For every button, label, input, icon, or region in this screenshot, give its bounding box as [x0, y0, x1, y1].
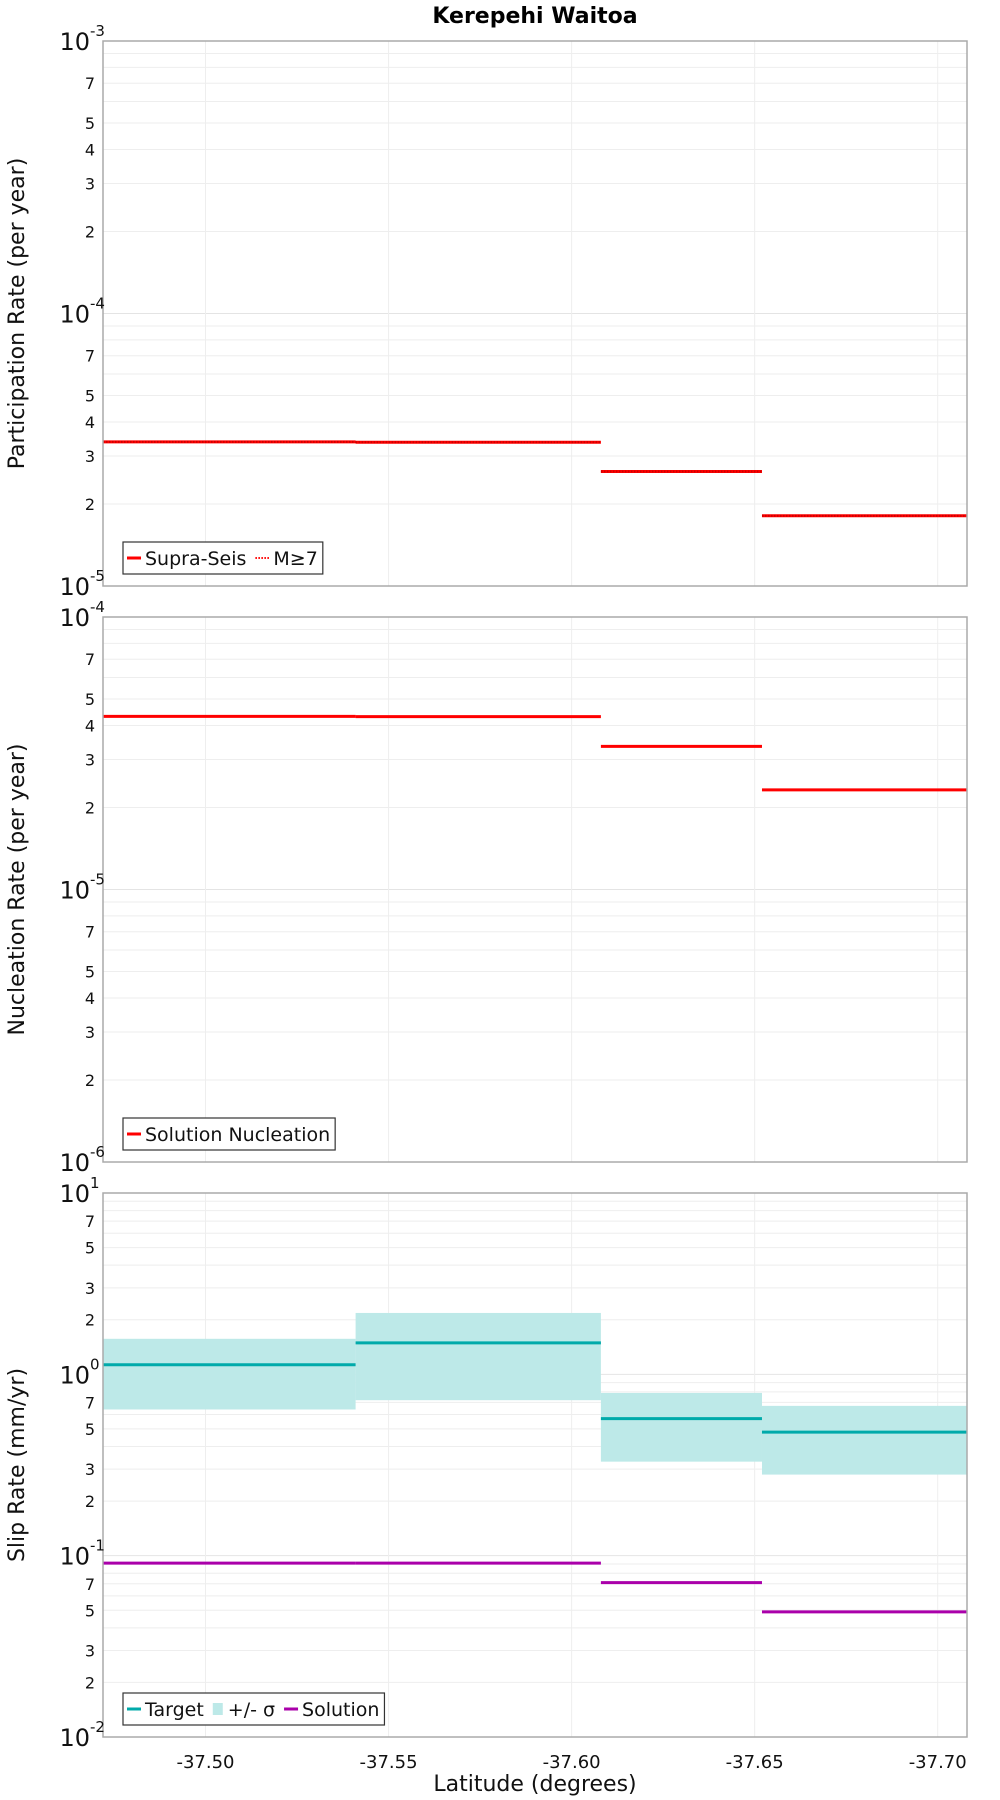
y-tick-label: 2: [85, 1311, 95, 1330]
y-tick-major-exp: -4: [90, 295, 105, 313]
legend-box: [122, 1117, 336, 1151]
sigma-band-3: [600, 1392, 762, 1462]
y-tick-major-base: 10: [59, 573, 90, 601]
x-tick-label: -37.65: [726, 1752, 784, 1773]
y-tick-label: 4: [85, 716, 95, 735]
y-tick-major-exp: -1: [90, 1537, 105, 1555]
y-tick-major-base: 10: [59, 1180, 90, 1208]
y-tick-label: 5: [85, 963, 95, 982]
y-tick-label: 2: [85, 1673, 95, 1692]
y-tick-label: 4: [85, 413, 95, 432]
y-tick-label: 3: [85, 174, 95, 193]
y-axis-label: Participation Rate (per year): [5, 158, 30, 470]
y-tick-label: 5: [85, 1239, 95, 1258]
y-tick-major-exp: -6: [90, 1143, 105, 1161]
y-tick-label: 5: [85, 690, 95, 709]
chart-title: Kerepehi Waitoa: [432, 4, 637, 29]
y-tick-label: 7: [85, 1212, 95, 1231]
y-tick-major-exp: -3: [90, 22, 105, 40]
legend: Solution Nucleation: [122, 1117, 336, 1151]
y-tick-label: 2: [85, 222, 95, 241]
y-tick-label: 2: [85, 1492, 95, 1511]
sigma-band-4: [761, 1405, 967, 1475]
y-tick-major-exp: -5: [90, 567, 105, 585]
y-tick-label: 7: [85, 1575, 95, 1594]
y-tick-major-base: 10: [59, 1361, 90, 1389]
legend-label: Supra-Seis: [145, 548, 246, 570]
y-tick-label: 3: [85, 447, 95, 466]
y-tick-label: 7: [85, 923, 95, 942]
y-tick-label: 2: [85, 798, 95, 817]
plot-frame: [102, 616, 968, 1163]
x-axis-label: Latitude (degrees): [433, 1772, 636, 1797]
legend-label: Solution Nucleation: [145, 1124, 330, 1146]
y-tick-major-exp: 1: [90, 1174, 100, 1192]
y-tick-major-base: 10: [59, 28, 90, 56]
y-tick-label: 3: [85, 1641, 95, 1660]
y-tick-major-base: 10: [59, 1149, 90, 1177]
y-tick-label: 7: [85, 74, 95, 93]
legend-label: Solution: [302, 1699, 379, 1721]
y-tick-label: 7: [85, 650, 95, 669]
plot-frame: [102, 40, 968, 587]
y-tick-label: 2: [85, 1071, 95, 1090]
y-tick-major-base: 10: [59, 301, 90, 329]
y-tick-label: 5: [85, 387, 95, 406]
legend-label: Target: [144, 1699, 204, 1721]
legend: Target +/- σ Solution: [122, 1692, 386, 1726]
x-tick-label: -37.50: [176, 1752, 234, 1773]
y-tick-major-base: 10: [59, 604, 90, 632]
legend-label: +/- σ: [228, 1699, 275, 1721]
legend-swatch: [212, 1703, 223, 1715]
legend-box: [122, 541, 324, 575]
y-tick-major-base: 10: [59, 877, 90, 905]
y-tick-label: 4: [85, 140, 95, 159]
y-tick-major-exp: -4: [90, 598, 105, 616]
y-tick-label: 5: [85, 114, 95, 133]
y-tick-label: 3: [85, 1023, 95, 1042]
x-tick-label: -37.60: [543, 1752, 601, 1773]
y-tick-major-base: 10: [59, 1724, 90, 1752]
y-tick-label: 2: [85, 495, 95, 514]
y-tick-label: 4: [85, 989, 95, 1008]
x-tick-label: -37.70: [909, 1752, 967, 1773]
y-axis-label: Slip Rate (mm/yr): [5, 1368, 30, 1562]
legend-box: [122, 1692, 386, 1726]
y-tick-label: 3: [85, 1279, 95, 1298]
sigma-band-1: [103, 1338, 356, 1410]
y-axis-label: Nucleation Rate (per year): [5, 744, 30, 1036]
legend: Supra-Seis M≥7: [122, 541, 324, 575]
y-tick-label: 7: [85, 347, 95, 366]
sigma-band-2: [355, 1312, 601, 1401]
y-tick-label: 3: [85, 750, 95, 769]
y-tick-label: 3: [85, 1460, 95, 1479]
y-tick-major-exp: -5: [90, 871, 105, 889]
y-tick-label: 5: [85, 1420, 95, 1439]
y-tick-major-base: 10: [59, 1543, 90, 1571]
plot-frame: [102, 1192, 968, 1738]
legend-label: M≥7: [273, 548, 317, 570]
y-tick-label: 5: [85, 1601, 95, 1620]
y-tick-major-exp: -2: [90, 1718, 105, 1736]
y-tick-major-exp: 0: [90, 1355, 100, 1373]
y-tick-label: 7: [85, 1393, 95, 1412]
x-tick-label: -37.55: [360, 1752, 418, 1773]
